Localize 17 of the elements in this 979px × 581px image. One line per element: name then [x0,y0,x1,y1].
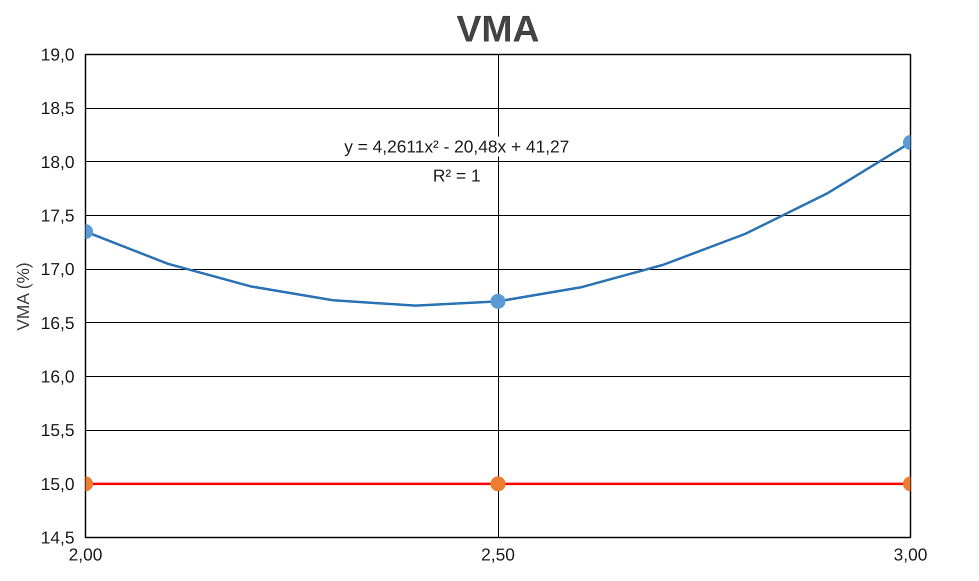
chart-title: VMA [456,8,540,50]
y-tick-label: 14,5 [40,528,75,548]
x-tick-label: 2,00 [68,544,102,564]
y-tick-label: 16,0 [40,366,75,386]
x-tick-label: 2,50 [481,544,515,564]
y-tick-label: 15,0 [40,474,75,494]
y-tick-label: 17,0 [40,259,75,280]
y-tick-label: 19,0 [40,44,75,64]
annotation: R² = 1 [432,165,481,186]
y-tick-label: 16,5 [40,312,75,333]
x-tick-label: 3,00 [894,544,928,564]
y-tick-label: 18,5 [40,98,75,118]
y-tick-label: 18,0 [40,152,75,172]
annotation: y = 4,2611x² - 20,48x + 41,27 [344,136,570,156]
y-tick-label: 15,5 [40,420,75,440]
y-axis-title: VMA (%) [12,262,33,331]
y-tick-label: 17,5 [40,206,75,226]
